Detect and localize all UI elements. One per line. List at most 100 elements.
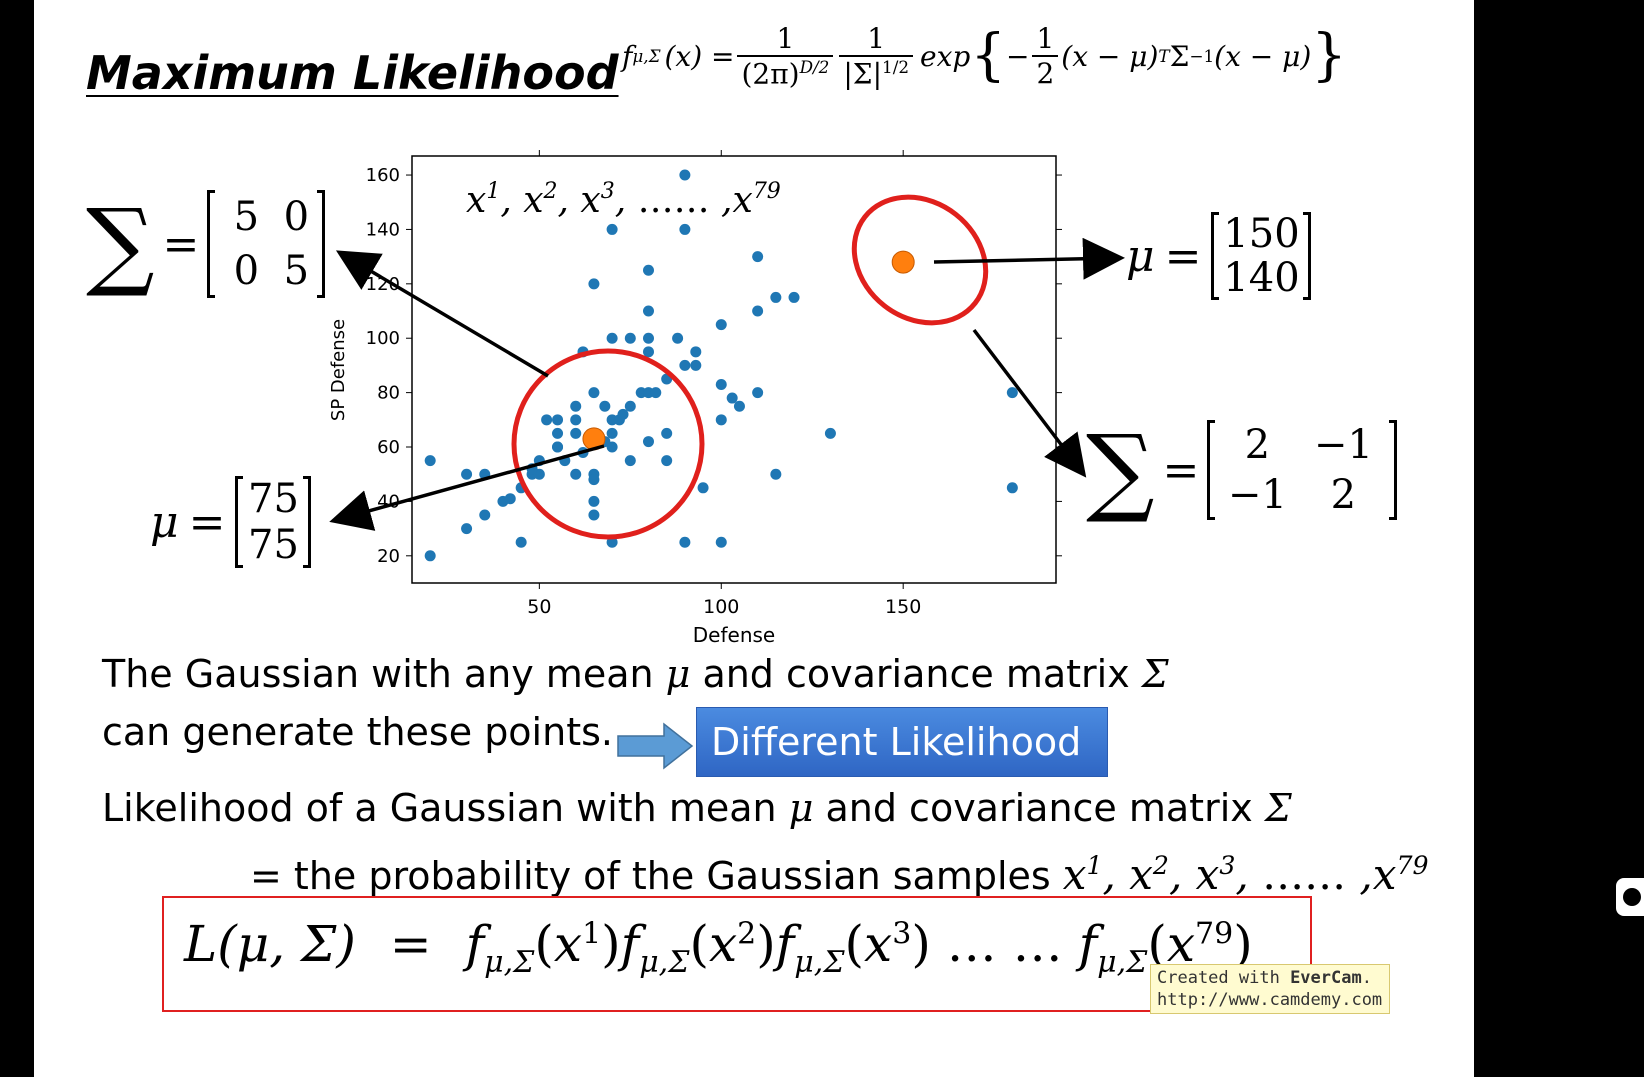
data-point <box>752 387 764 399</box>
data-point <box>570 400 582 412</box>
right-ellipse <box>851 194 989 326</box>
camera-icon[interactable] <box>1610 868 1644 922</box>
formula-exp: exp <box>920 39 971 73</box>
data-point <box>461 523 473 535</box>
data-point <box>661 427 673 439</box>
data-point <box>642 346 654 358</box>
data-point <box>552 441 564 453</box>
mean-point <box>891 250 915 274</box>
arrow-left-cov <box>335 250 549 378</box>
arrow-right-mean <box>933 237 1125 280</box>
left-cov-matrix: 5 0 0 5 <box>207 190 326 298</box>
data-point <box>650 387 662 399</box>
likelihood-formula: L(μ, Σ) = fμ,Σ(x1)fμ,Σ(x2)fμ,Σ(x3) … … f… <box>184 915 1253 980</box>
data-point <box>770 291 782 303</box>
left-ellipse <box>511 348 705 540</box>
data-point <box>1006 482 1018 494</box>
data-point <box>679 359 691 371</box>
data-point <box>715 319 727 331</box>
text-line-1: The Gaussian with any mean μ and covaria… <box>102 652 1169 696</box>
data-point <box>504 493 516 505</box>
frac-1: 1 (2π)D/2 <box>737 22 834 90</box>
data-point <box>1006 387 1018 399</box>
data-point <box>588 278 600 290</box>
x-tick-label: 100 <box>703 596 739 618</box>
data-point <box>642 264 654 276</box>
data-point <box>541 414 553 426</box>
data-point <box>690 359 702 371</box>
data-point <box>770 468 782 480</box>
data-point <box>642 332 654 344</box>
right-cov-matrix: 2 −1 −1 2 <box>1207 420 1398 520</box>
data-point <box>606 332 618 344</box>
data-point <box>570 414 582 426</box>
x-axis-label: Defense <box>693 623 775 647</box>
data-point <box>424 455 436 467</box>
data-point <box>479 509 491 521</box>
y-axis-label: SP Defense <box>328 319 349 421</box>
sigma-symbol-right: ∑ <box>1086 414 1155 526</box>
y-tick-label: 160 <box>366 165 400 186</box>
y-tick-label: 20 <box>377 546 400 567</box>
slide: Maximum Likelihood f μ,Σ (x) = 1 (2π)D/2 … <box>34 0 1474 1077</box>
data-point <box>752 251 764 263</box>
frac-2: 1 |Σ|1/2 <box>839 22 914 90</box>
data-point <box>697 482 709 494</box>
mu-symbol-left: μ <box>150 496 179 548</box>
samples-label: x1, x2, x3, …… ,x79 <box>466 179 781 221</box>
data-point <box>679 536 691 548</box>
data-point <box>424 550 436 562</box>
data-point <box>642 436 654 448</box>
formula-f: f <box>622 39 633 73</box>
evercam-watermark: Created with EverCam. http://www.camdemy… <box>1150 964 1390 1014</box>
text-line-4: = the probability of the Gaussian sample… <box>250 850 1429 899</box>
sigma-symbol-left: ∑ <box>86 188 155 300</box>
data-point <box>624 455 636 467</box>
data-point <box>599 400 611 412</box>
data-point <box>661 455 673 467</box>
data-point <box>461 468 473 480</box>
likelihood-box <box>162 896 1312 1012</box>
data-point <box>715 414 727 426</box>
data-point <box>715 536 727 548</box>
brace-open: { <box>970 23 1006 89</box>
arrow-left-mean <box>329 444 605 531</box>
data-point <box>588 474 600 486</box>
x-tick-label: 150 <box>885 596 921 618</box>
right-mean-vector: 150 140 <box>1211 212 1312 300</box>
text-line-3: Likelihood of a Gaussian with mean μ and… <box>102 786 1292 830</box>
y-tick-label: 60 <box>377 437 400 458</box>
data-point <box>642 305 654 317</box>
data-point <box>788 291 800 303</box>
formula-lhs-arg: (x) = <box>664 39 735 73</box>
data-point <box>679 169 691 181</box>
data-point <box>679 223 691 235</box>
frac-half: 1 2 <box>1032 22 1059 90</box>
data-point <box>552 427 564 439</box>
data-point <box>617 408 629 420</box>
different-likelihood-button[interactable]: Different Likelihood <box>696 707 1108 777</box>
right-mean: μ = 150 140 <box>1126 212 1312 300</box>
right-covariance: ∑ = 2 −1 −1 2 <box>1086 414 1398 526</box>
data-point <box>690 346 702 358</box>
data-point <box>672 332 684 344</box>
data-point <box>606 223 618 235</box>
formula-f-sub: μ,Σ <box>632 46 661 67</box>
right-arrow-icon <box>617 722 694 770</box>
mu-symbol-right: μ <box>1126 230 1155 282</box>
data-point <box>552 414 564 426</box>
y-tick-label: 80 <box>377 383 400 404</box>
left-covariance: ∑ = 5 0 0 5 <box>86 188 326 300</box>
y-tick-label: 140 <box>366 219 400 240</box>
brace-close: } <box>1311 23 1347 89</box>
data-point <box>515 536 527 548</box>
slide-title: Maximum Likelihood <box>86 46 619 100</box>
data-point <box>606 427 618 439</box>
data-point <box>715 378 727 390</box>
data-point <box>726 392 738 404</box>
gaussian-pdf-formula: f μ,Σ (x) = 1 (2π)D/2 1 |Σ|1/2 exp { − 1 … <box>622 22 1347 91</box>
data-point <box>824 427 836 439</box>
data-point <box>570 427 582 439</box>
left-mean-vector: 75 75 <box>235 476 312 568</box>
